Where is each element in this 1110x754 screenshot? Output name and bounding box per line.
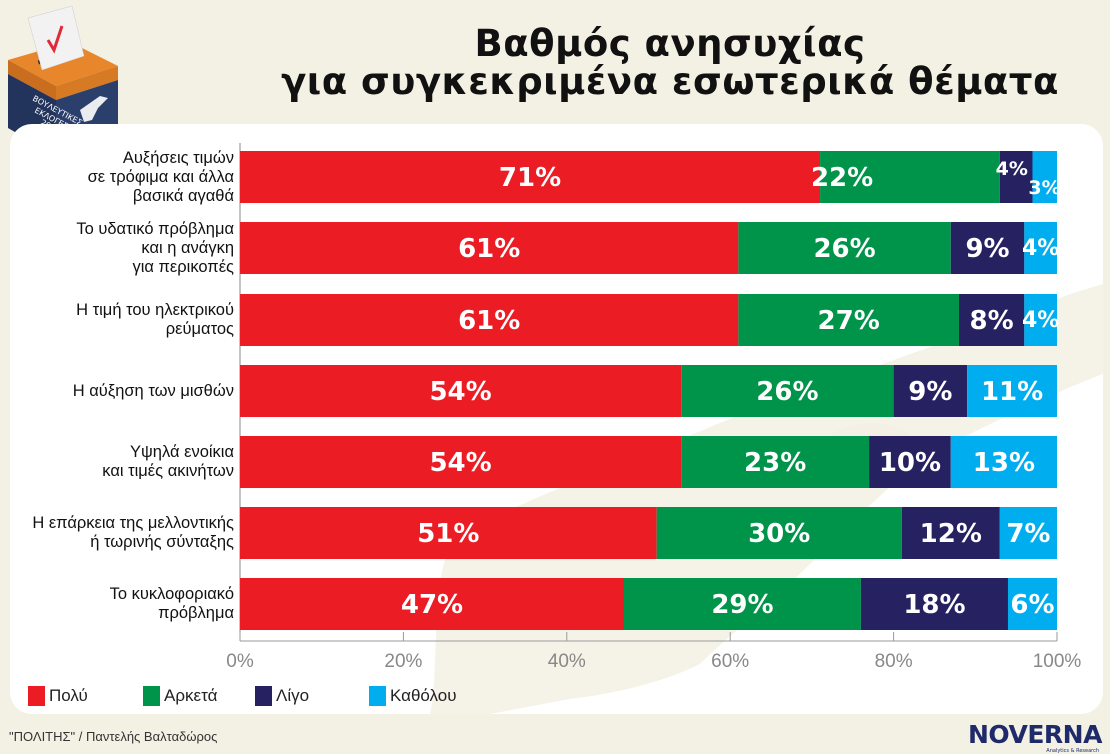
category-label: Υψηλά ενοίκια και τιμές ακινήτων [102, 443, 234, 480]
bar-segment [967, 365, 1057, 417]
x-tick-label: 60% [711, 651, 749, 672]
legend-item-ligo: Λίγο [255, 686, 309, 706]
bar-segment [893, 365, 968, 417]
bar-segment [1007, 578, 1057, 630]
source-credit: "ΠΟΛΙΤΗΣ" / Παντελής Βαλταδώρος [9, 729, 218, 744]
bar-segment [950, 436, 1057, 488]
data-label: 10% [879, 448, 941, 478]
bar-segment [869, 436, 951, 488]
data-label: 22% [811, 163, 873, 193]
bar-segment [240, 578, 624, 630]
bar-segment [958, 294, 1025, 346]
bar-segment [656, 507, 902, 559]
bar-segment [240, 151, 821, 203]
legend-swatch [255, 686, 272, 706]
bar-segment [240, 294, 739, 346]
data-label: 47% [401, 590, 463, 620]
bar-segment [738, 222, 951, 274]
data-label: 51% [417, 519, 479, 549]
bar-segment [681, 365, 894, 417]
data-label: 13% [973, 448, 1035, 478]
x-tick-label: 0% [226, 651, 254, 672]
chart-title-line2: για συγκεκριμένα εσωτερικά θέματα [281, 60, 1059, 103]
data-label: 71% [499, 163, 561, 193]
bar-row: 54% 23% 10% 13% [240, 436, 1057, 488]
data-label: 3% [1028, 177, 1060, 199]
bar-segment [820, 151, 1000, 203]
category-label: Το κυκλοφοριακό πρόβλημα [109, 585, 234, 622]
data-label: 7% [1006, 519, 1050, 549]
bar-row: 47% 29% 18% 6% [240, 578, 1057, 630]
legend-item-katholou: Καθόλου [369, 686, 457, 706]
x-tick-label: 40% [548, 651, 586, 672]
bar-segment [681, 436, 870, 488]
legend-item-polu: Πολύ [28, 686, 88, 706]
legend-swatch [143, 686, 160, 706]
bar-row: 61% 27% 8% 4% [240, 294, 1059, 346]
data-label: 29% [711, 590, 773, 620]
bar-segment [240, 222, 739, 274]
data-label: 4% [1022, 308, 1059, 333]
data-label: 26% [756, 377, 818, 407]
bar-segment [240, 507, 657, 559]
data-label: 18% [903, 590, 965, 620]
bar-segment [1024, 294, 1057, 346]
bar-segment [1032, 151, 1057, 203]
bar-segment [901, 507, 1000, 559]
bar-segment [623, 578, 861, 630]
bar-segment [240, 436, 682, 488]
bar-row: 54% 26% 9% 11% [240, 365, 1057, 417]
data-label: 54% [429, 377, 491, 407]
category-label: Η επάρκεια της μελλοντικής ή τωρινής σύντ… [32, 514, 234, 551]
data-label: 26% [813, 234, 875, 264]
data-label: 6% [1010, 590, 1054, 620]
bar-row: 71% 22% 4%3% [240, 151, 1061, 203]
data-label: 4% [1022, 236, 1059, 261]
logo-wordmark: NOVERNA [968, 720, 1102, 749]
category-label: Η αύξηση των μισθών [72, 381, 234, 400]
data-label: 54% [429, 448, 491, 478]
bar-segment [240, 365, 682, 417]
data-label: 30% [748, 519, 810, 549]
bar-row: 51% 30% 12% 7% [240, 507, 1057, 559]
chart-title-line1: Βαθμός ανησυχίας [474, 22, 866, 65]
bar-segment [950, 222, 1025, 274]
bar-segment [999, 151, 1033, 203]
data-label: 9% [965, 234, 1009, 264]
data-label: 11% [981, 377, 1043, 407]
data-label: 8% [970, 306, 1014, 336]
legend-swatch [28, 686, 45, 706]
data-label: 61% [458, 306, 520, 336]
bar-row: 61% 26% 9% 4% [240, 222, 1059, 274]
data-label: 61% [458, 234, 520, 264]
bar-segment [738, 294, 959, 346]
data-label: 4% [996, 158, 1028, 180]
logo-tagline: Analytics & Research [1046, 748, 1099, 754]
category-label: Αυξήσεις τιμών σε τρόφιμα και άλλα βασικά … [87, 148, 234, 205]
x-tick-label: 20% [384, 651, 422, 672]
data-label: 27% [818, 306, 880, 336]
data-label: 9% [908, 377, 952, 407]
legend-swatch [369, 686, 386, 706]
category-label: Η τιμή του ηλεκτρικού ρεύματος [76, 301, 234, 338]
bar-segment [999, 507, 1057, 559]
data-label: 12% [920, 519, 982, 549]
noverna-logo: NOVERNA Analytics & Research [968, 720, 1103, 754]
x-tick-label: 80% [875, 651, 913, 672]
x-tick-label: 100% [1033, 651, 1082, 672]
data-label: 23% [744, 448, 806, 478]
legend-item-arketa: Αρκετά [143, 686, 217, 706]
bar-segment [860, 578, 1008, 630]
category-label: Το υδατικό πρόβλημα και η ανάγκη για περικ… [76, 219, 234, 276]
bar-segment [1024, 222, 1057, 274]
